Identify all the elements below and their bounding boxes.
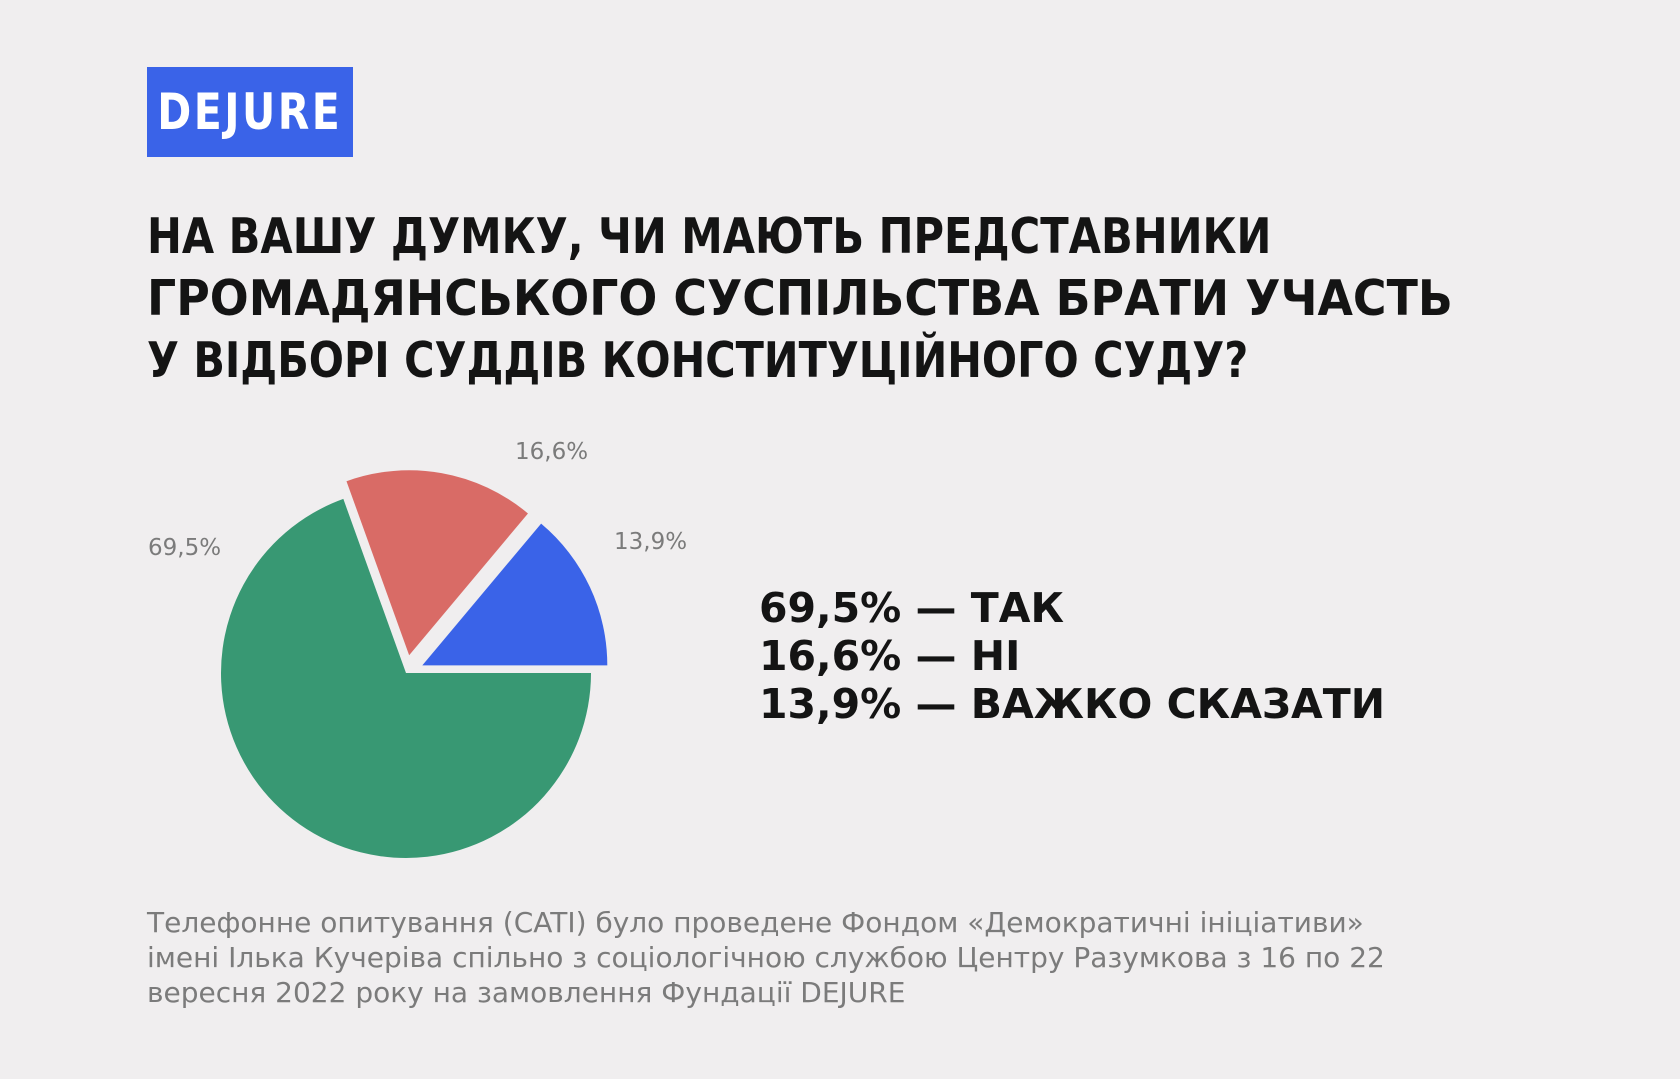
data-label-yes: 69,5% (148, 535, 221, 561)
logo-text: DEJURE (157, 83, 343, 141)
title-line-3: У ВІДБОРІ СУДДІВ КОНСТИТУЦІЙНОГО СУДУ? (147, 332, 1249, 389)
slice-yes (221, 498, 592, 858)
legend-item-yes: 69,5% — ТАК (759, 584, 1064, 632)
data-label-hard-to-say: 13,9% (614, 529, 687, 555)
survey-footnote: Телефонне опитування (CATI) було проведе… (147, 905, 1547, 1010)
slice-no (346, 470, 528, 656)
legend-item-hard-to-say: 13,9% — ВАЖКО СКАЗАТИ (759, 680, 1386, 728)
dejure-logo: DEJURE (147, 67, 353, 157)
slice-hard-to-say (422, 523, 608, 666)
footnote-line-3: вересня 2022 року на замовлення Фундації… (147, 976, 906, 1009)
title-line-2: ГРОМАДЯНСЬКОГО СУСПІЛЬСТВА БРАТИ УЧАСТЬ (147, 270, 1453, 327)
title-line-1: НА ВАШУ ДУМКУ, ЧИ МАЮТЬ ПРЕДСТАВНИКИ (147, 208, 1272, 265)
legend: 69,5% — ТАК 16,6% — НІ 13,9% — ВАЖКО СКА… (759, 584, 1385, 728)
chart-title: НА ВАШУ ДУМКУ, ЧИ МАЮТЬ ПРЕДСТАВНИКИ ГРО… (147, 206, 1567, 392)
data-label-no: 16,6% (515, 439, 588, 465)
legend-item-no: 16,6% — НІ (759, 632, 1021, 680)
footnote-line-2: імені Ілька Кучеріва спільно з соціологі… (147, 941, 1385, 974)
footnote-line-1: Телефонне опитування (CATI) було проведе… (147, 906, 1364, 939)
